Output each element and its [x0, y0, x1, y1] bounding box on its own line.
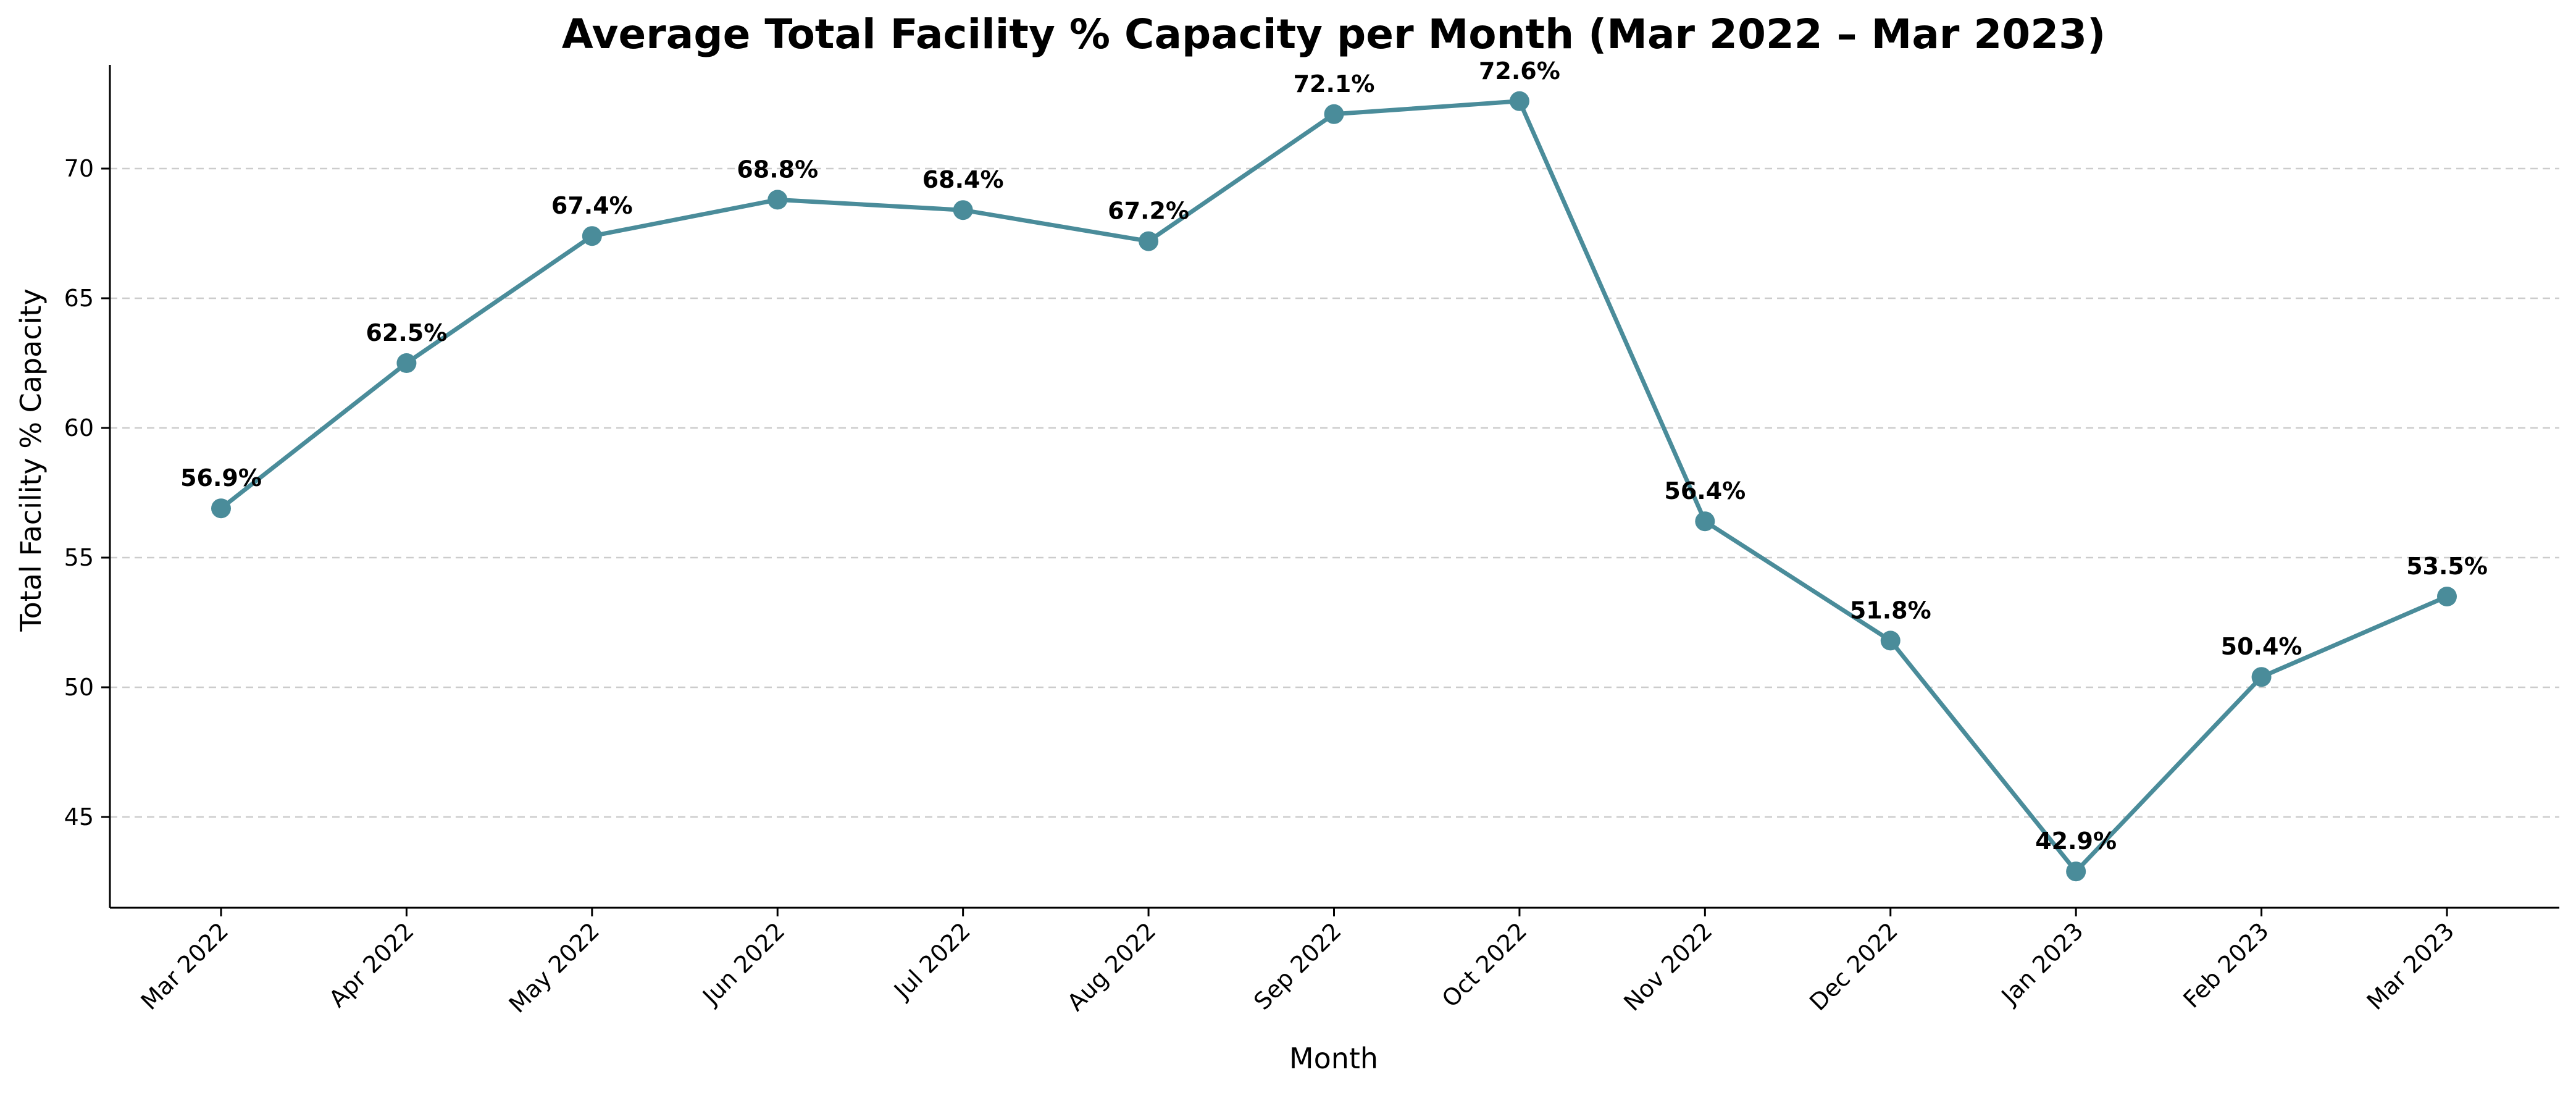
data-point: [1880, 630, 1901, 651]
x-tick-label: Aug 2022: [1062, 917, 1161, 1016]
data-label: 72.1%: [1294, 70, 1375, 98]
data-label: 72.6%: [1479, 57, 1560, 85]
data-labels: 56.9% 62.5% 67.4% 68.8% 68.4% 67.2% 72.1% 72.6%…: [180, 57, 2488, 855]
y-tick-label: 55: [64, 544, 94, 571]
axes: [101, 65, 2559, 916]
x-tick-label: Jun 2022: [696, 917, 790, 1010]
x-tick-label: Oct 2022: [1437, 917, 1533, 1013]
data-point: [396, 353, 417, 373]
data-label: 67.2%: [1108, 198, 1189, 225]
data-label: 68.4%: [922, 166, 1004, 193]
tick-labels: 45 50 55 60 65 70 Mar 2022 Apr 2022 May 2022 Jun …: [64, 155, 2460, 1018]
data-point: [582, 226, 602, 246]
data-point: [2437, 587, 2457, 606]
x-tick-label: Feb 2023: [2178, 917, 2274, 1013]
data-point: [2066, 861, 2086, 882]
y-tick-label: 65: [64, 285, 94, 312]
x-tick-label: Dec 2022: [1804, 917, 1903, 1016]
x-tick-label: Mar 2022: [136, 917, 234, 1015]
data-label: 62.5%: [366, 319, 447, 346]
data-point: [2251, 667, 2272, 687]
data-label: 53.5%: [2406, 553, 2488, 580]
x-tick-label: Nov 2022: [1618, 917, 1717, 1016]
y-tick-label: 50: [64, 674, 94, 701]
y-axis-title: Total Facility % Capacity: [14, 288, 48, 632]
x-tick-label: Apr 2022: [324, 917, 419, 1013]
gridlines: [110, 167, 2559, 818]
data-label: 68.8%: [737, 156, 818, 183]
data-point: [953, 200, 973, 220]
data-point: [1695, 511, 1715, 532]
data-label: 50.4%: [2221, 633, 2302, 660]
data-point: [1509, 91, 1529, 111]
x-tick-label: Jan 2023: [1996, 917, 2089, 1010]
y-tick-label: 45: [64, 803, 94, 831]
x-tick-label: Jul 2022: [888, 917, 976, 1005]
x-axis-title: Month: [1289, 1042, 1378, 1075]
x-tick-label: Mar 2023: [2362, 917, 2460, 1015]
y-tick-label: 60: [64, 414, 94, 442]
data-point: [767, 190, 788, 210]
data-label: 51.8%: [1850, 597, 1931, 624]
y-tick-label: 70: [64, 155, 94, 182]
data-label: 42.9%: [2035, 827, 2117, 855]
data-point: [1324, 104, 1344, 124]
chart-title: Average Total Facility % Capacity per Mo…: [562, 10, 2106, 58]
data-point: [211, 498, 231, 519]
x-tick-label: May 2022: [504, 917, 605, 1018]
data-label: 67.4%: [551, 192, 633, 219]
data-point: [1139, 231, 1159, 251]
data-label: 56.4%: [1664, 477, 1746, 505]
data-label: 56.9%: [180, 464, 262, 492]
x-tick-label: Sep 2022: [1248, 917, 1347, 1015]
series: [211, 91, 2457, 882]
